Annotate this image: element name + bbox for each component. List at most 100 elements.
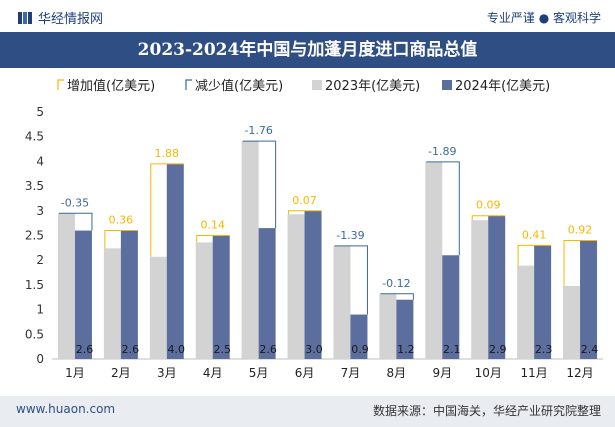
change-label: -1.76 bbox=[244, 124, 272, 137]
increase-bracket bbox=[563, 239, 598, 286]
change-label: 0.07 bbox=[292, 194, 317, 207]
change-label: 0.41 bbox=[522, 228, 547, 241]
legend-2024-swatch bbox=[442, 80, 452, 90]
bar-2024 bbox=[350, 314, 368, 359]
bar-2023 bbox=[287, 214, 305, 359]
bar-value-label: 2.6 bbox=[259, 343, 277, 356]
bar-2024 bbox=[304, 210, 322, 359]
bar-2024 bbox=[120, 230, 138, 359]
bar-2023 bbox=[149, 256, 167, 359]
bar-2024 bbox=[212, 235, 230, 359]
bar-value-label: 2.9 bbox=[489, 343, 507, 356]
bar-2023 bbox=[241, 141, 259, 359]
bar-2024 bbox=[442, 255, 460, 359]
bar-value-label: 2.5 bbox=[213, 343, 231, 356]
y-tick-label: 0.5 bbox=[25, 327, 44, 341]
x-tick-label: 6月 bbox=[295, 366, 315, 380]
bar-2024 bbox=[258, 228, 276, 359]
chart: 增加值(亿美元) 减少值(亿美元) 2023年(亿美元) 2024年(亿美元) 0 0.5… bbox=[25, 78, 603, 380]
legend-label: 2024年(亿美元) bbox=[455, 79, 550, 94]
x-tick-label: 1月 bbox=[65, 366, 85, 380]
bar-2023 bbox=[517, 265, 535, 359]
bar-2024 bbox=[580, 240, 598, 359]
x-tick-label: 7月 bbox=[341, 366, 361, 380]
y-tick-label: 3 bbox=[36, 204, 44, 218]
y-tick-label: 5 bbox=[36, 105, 44, 119]
bar-value-label: 2.3 bbox=[535, 343, 553, 356]
legend-2023-swatch bbox=[312, 80, 322, 90]
website[interactable]: www.huaon.com bbox=[16, 402, 116, 416]
y-tick-label: 1 bbox=[36, 303, 44, 317]
x-tick-label: 8月 bbox=[387, 366, 407, 380]
x-tick-label: 12月 bbox=[566, 366, 593, 380]
change-label: -0.35 bbox=[61, 196, 89, 209]
change-label: 0.36 bbox=[109, 214, 134, 227]
legend-label: 2023年(亿美元) bbox=[325, 79, 420, 94]
top-bar: 华经情报网 专业严谨 ● 客观科学 bbox=[0, 0, 615, 32]
increase-bracket bbox=[471, 215, 506, 221]
bar-2023 bbox=[57, 213, 75, 359]
y-tick-label: 0 bbox=[36, 352, 44, 366]
increase-bracket bbox=[196, 235, 230, 243]
bar-2023 bbox=[379, 293, 397, 359]
title-bar: 2023-2024年中国与加蓬月度进口商品总值 bbox=[0, 32, 615, 68]
bar-2024 bbox=[534, 245, 552, 359]
change-label: 1.88 bbox=[155, 147, 180, 160]
tagline: 专业严谨 ● 客观科学 bbox=[486, 11, 601, 25]
legend-label: 增加值(亿美元) bbox=[67, 78, 155, 94]
bar-2023 bbox=[425, 161, 443, 359]
legend-increase-marker bbox=[57, 79, 64, 90]
legend-label: 减少值(亿美元) bbox=[195, 78, 283, 94]
bar-value-label: 2.6 bbox=[122, 343, 140, 356]
x-tick-label: 3月 bbox=[157, 366, 177, 380]
source-note: 数据来源：中国海关，华经产业研究院整理 bbox=[372, 404, 601, 418]
brand: 华经情报网 bbox=[18, 8, 103, 27]
bar-2023 bbox=[195, 242, 213, 359]
brand-name: 华经情报网 bbox=[38, 12, 104, 27]
increase-bracket bbox=[150, 163, 184, 257]
bar-2024 bbox=[166, 163, 184, 359]
y-tick-label: 2.5 bbox=[25, 229, 44, 243]
legend-decrease-marker bbox=[185, 79, 192, 90]
decrease-bracket bbox=[334, 245, 368, 315]
change-label: -0.12 bbox=[382, 277, 410, 290]
decrease-bracket bbox=[426, 161, 460, 256]
y-tick-label: 1.5 bbox=[25, 278, 44, 292]
bar-2024 bbox=[488, 215, 506, 359]
bar-2023 bbox=[103, 248, 121, 359]
x-tick-label: 2月 bbox=[111, 366, 131, 380]
bar-value-label: 2.4 bbox=[581, 343, 599, 356]
brand-logo-icon bbox=[18, 12, 32, 24]
y-tick-label: 4 bbox=[36, 154, 44, 168]
bar-2024 bbox=[396, 299, 414, 359]
increase-bracket bbox=[104, 230, 138, 249]
bar-value-label: 0.9 bbox=[351, 343, 369, 356]
bar-value-label: 2.6 bbox=[76, 343, 94, 356]
x-tick-label: 5月 bbox=[249, 366, 269, 380]
bar-2023 bbox=[563, 285, 581, 359]
change-label: -1.89 bbox=[428, 145, 456, 158]
change-label: 0.92 bbox=[568, 223, 593, 236]
decrease-bracket bbox=[380, 293, 414, 300]
y-tick-label: 4.5 bbox=[25, 130, 44, 144]
decrease-bracket bbox=[242, 140, 277, 229]
bar-2023 bbox=[471, 220, 489, 359]
x-tick-label: 4月 bbox=[203, 366, 223, 380]
change-label: 0.09 bbox=[476, 199, 501, 212]
change-label: -1.39 bbox=[336, 229, 364, 242]
bar-value-label: 4.0 bbox=[168, 343, 186, 356]
x-tick-label: 10月 bbox=[475, 366, 502, 380]
increase-bracket bbox=[517, 244, 552, 266]
bar-value-label: 2.1 bbox=[443, 343, 461, 356]
x-tick-label: 11月 bbox=[520, 366, 547, 380]
y-tick-label: 3.5 bbox=[25, 179, 44, 193]
decrease-bracket bbox=[58, 212, 93, 231]
footer-bar: www.huaon.com 数据来源：中国海关，华经产业研究院整理 bbox=[0, 396, 615, 427]
increase-bracket bbox=[288, 210, 322, 215]
change-label: 0.14 bbox=[200, 219, 225, 232]
bar-2024 bbox=[74, 230, 92, 359]
bar-value-label: 1.2 bbox=[397, 343, 415, 356]
chart-title: 2023-2024年中国与加蓬月度进口商品总值 bbox=[137, 40, 478, 60]
x-tick-label: 9月 bbox=[432, 366, 452, 380]
y-tick-label: 2 bbox=[36, 253, 44, 267]
